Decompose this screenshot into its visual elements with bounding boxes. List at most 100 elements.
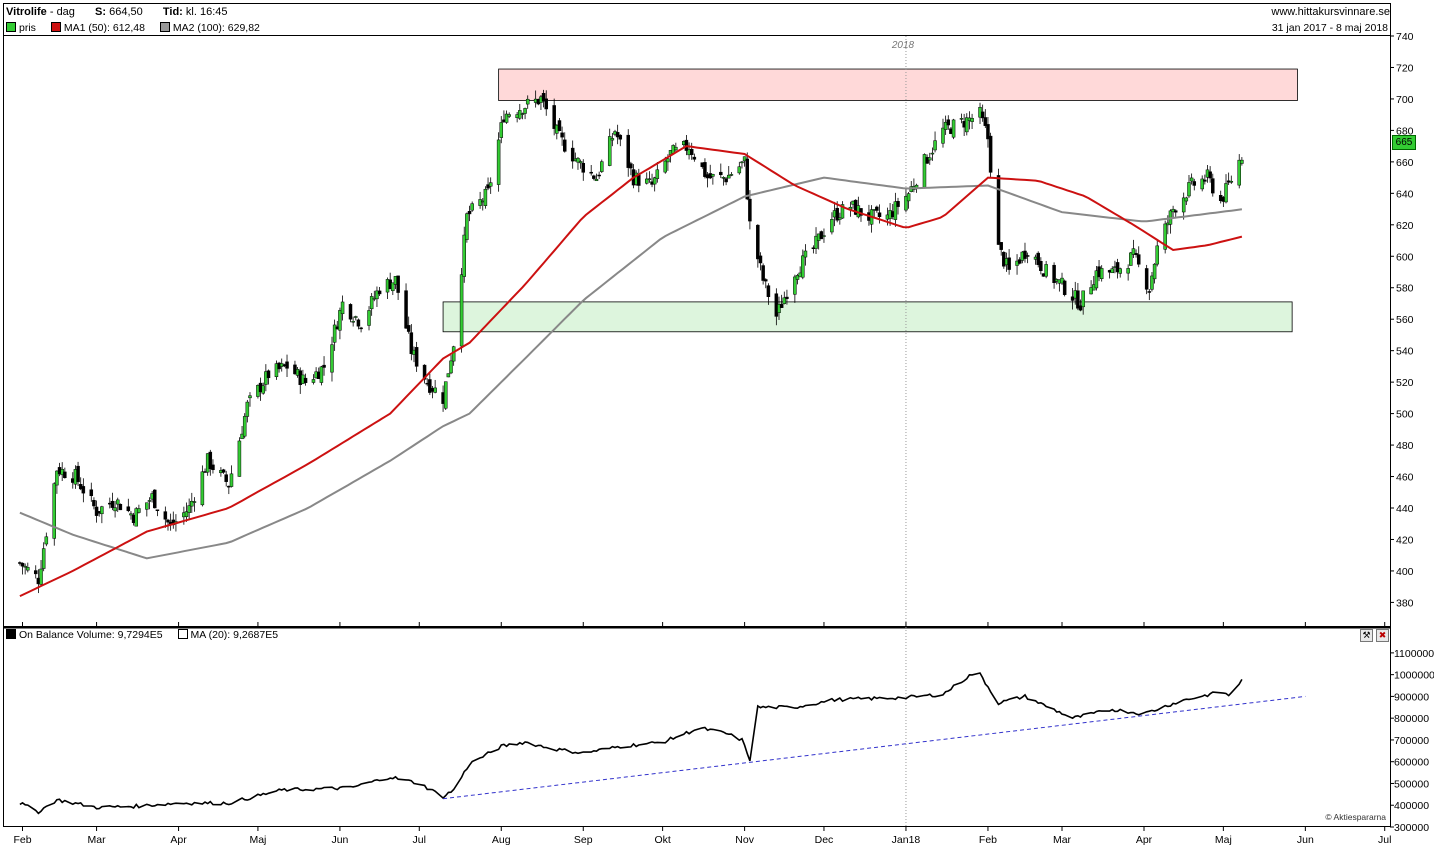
- candle-down: [118, 503, 123, 511]
- candle-down: [396, 275, 400, 293]
- candle-down: [166, 519, 170, 523]
- candle-up: [1189, 177, 1194, 182]
- candle-up: [462, 234, 466, 277]
- candle-down: [1039, 261, 1043, 271]
- candle-up: [354, 316, 358, 318]
- candle-down: [1192, 181, 1197, 186]
- candle-up: [1155, 245, 1159, 265]
- candle-down: [1007, 257, 1011, 270]
- candle-up: [793, 276, 797, 295]
- candle-up: [187, 505, 191, 513]
- candle-down: [63, 471, 67, 479]
- candle-up: [240, 433, 244, 440]
- candle-down: [692, 156, 697, 160]
- price-ytick-label: 440: [1396, 503, 1414, 515]
- candle-up: [663, 160, 668, 173]
- obv-line: [19, 672, 1243, 815]
- candle-up: [610, 138, 615, 141]
- candle-up: [1089, 287, 1093, 295]
- candle-up: [351, 320, 355, 323]
- ticker-name: Vitrolife: [6, 6, 47, 18]
- close-panel-icon[interactable]: ✖: [1376, 629, 1389, 642]
- xtick-label: Jan18: [892, 834, 921, 846]
- candle-up: [507, 114, 511, 117]
- ma2-line: [19, 176, 1243, 560]
- price-ytick-label: 600: [1396, 251, 1414, 263]
- xtick-label: Maj: [1215, 834, 1232, 846]
- candle-down: [348, 304, 353, 320]
- candle-up: [190, 500, 194, 507]
- candle-up: [737, 166, 742, 174]
- settings-wrench-icon[interactable]: ⚒: [1360, 629, 1373, 642]
- candle-up: [795, 275, 800, 280]
- obv-ytick-label: 500000: [1394, 778, 1429, 790]
- candle-down: [1134, 253, 1138, 255]
- candle-up: [838, 217, 842, 220]
- candle-down: [211, 464, 215, 471]
- price-zones: [442, 68, 1298, 333]
- candle-up: [594, 178, 599, 182]
- candle-down: [266, 370, 271, 379]
- candle-up: [274, 363, 279, 378]
- candle-up: [1237, 159, 1241, 186]
- candle-up: [332, 324, 337, 343]
- site-url[interactable]: www.hittakursvinnare.se: [1271, 6, 1390, 18]
- obv-ytick-label: 300000: [1394, 822, 1429, 834]
- candle-down: [544, 98, 548, 110]
- candle-down: [986, 124, 990, 140]
- candle-up: [1163, 223, 1167, 250]
- chart-header: Vitrolife - dag S: 664,50 Tid: kl. 16:45: [6, 6, 228, 18]
- candle-down: [1174, 210, 1178, 213]
- candle-up: [1240, 159, 1244, 164]
- price-ytick-label: 580: [1396, 283, 1414, 295]
- candle-up: [52, 483, 57, 539]
- candle-up: [1110, 268, 1115, 274]
- candle-up: [496, 139, 501, 185]
- candle-up: [340, 301, 345, 315]
- candle-down: [758, 255, 763, 264]
- candle-down: [1070, 296, 1075, 301]
- time-value: kl. 16:45: [185, 6, 228, 18]
- candle-up: [375, 290, 379, 300]
- candle-down: [541, 93, 546, 102]
- candle-up: [1150, 275, 1154, 290]
- candle-up: [100, 506, 104, 515]
- obv-ytick-label: 900000: [1394, 691, 1429, 703]
- candle-up: [145, 502, 149, 510]
- candle-down: [81, 486, 86, 494]
- candle-down: [626, 134, 630, 168]
- legend-ma1: MA1 (50): 612,48: [50, 22, 145, 34]
- candle-up: [782, 297, 787, 304]
- xtick-label: Nov: [735, 834, 754, 846]
- candle-down: [89, 489, 94, 497]
- candle-down: [1036, 252, 1040, 265]
- candle-down: [303, 377, 308, 383]
- xtick-label: Apr: [1136, 834, 1153, 846]
- candle-down: [629, 163, 633, 169]
- candle-up: [959, 118, 964, 120]
- candle-down: [153, 489, 157, 509]
- candle-up: [655, 169, 660, 179]
- ma1-line: [19, 145, 1243, 598]
- xtick-label: Jul: [1378, 834, 1391, 846]
- candle-up: [311, 379, 316, 383]
- obv-ytick-label: 700000: [1394, 735, 1429, 747]
- candle-up: [1118, 268, 1122, 274]
- obv-trendline: [443, 695, 1306, 800]
- price-ytick-label: 740: [1396, 31, 1414, 43]
- candle-down: [999, 242, 1003, 250]
- candle-up: [652, 177, 657, 185]
- candle-up: [433, 387, 437, 393]
- candle-down: [637, 174, 641, 186]
- ma1-swatch-icon: [50, 22, 61, 32]
- candle-down: [1076, 290, 1080, 309]
- legend-ma2: MA2 (100): 629,82: [159, 22, 260, 34]
- candle-up: [777, 303, 781, 313]
- candle-up: [726, 174, 731, 179]
- price-ytick-label: 480: [1396, 440, 1414, 452]
- pris-swatch-icon: [6, 22, 16, 32]
- support-zone: [442, 301, 1293, 333]
- candle-up: [330, 344, 334, 373]
- price-ytick-label: 380: [1396, 597, 1414, 609]
- candle-up: [1229, 181, 1234, 183]
